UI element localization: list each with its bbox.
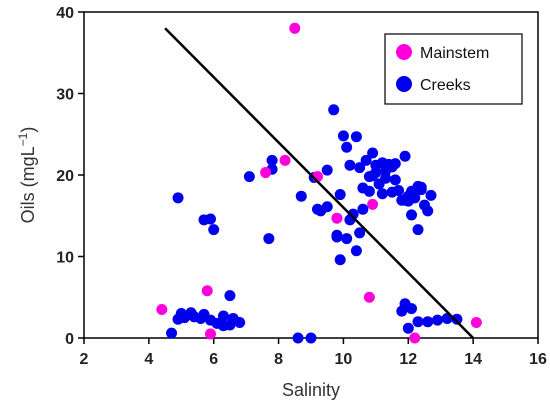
data-point-creeks — [350, 245, 362, 257]
data-point-creeks — [344, 159, 356, 171]
y-axis-title-base: Oils (mgL — [18, 146, 38, 223]
data-point-creeks — [357, 203, 369, 215]
y-axis-title-close: ) — [18, 127, 38, 133]
data-point-creeks — [234, 317, 246, 329]
x-tick-label: 14 — [464, 351, 482, 368]
data-point-mainstem — [367, 198, 379, 210]
data-point-creeks — [386, 161, 398, 173]
data-point-creeks — [166, 327, 178, 339]
data-point-creeks — [350, 131, 362, 143]
y-tick-label: 20 — [56, 168, 74, 185]
data-point-creeks — [425, 189, 437, 201]
legend-label-mainstem: Mainstem — [420, 45, 489, 62]
series-mainstem — [156, 22, 482, 344]
y-tick-label: 10 — [56, 250, 74, 267]
data-point-creeks — [341, 141, 353, 153]
data-point-mainstem — [409, 332, 421, 344]
data-point-creeks — [402, 322, 414, 334]
data-point-creeks — [393, 184, 405, 196]
data-point-creeks — [204, 213, 216, 225]
x-tick-label: 6 — [209, 351, 218, 368]
axis-ticks: 2 4 6 8 10 12 14 16 0 10 20 30 40 — [56, 5, 547, 368]
data-point-creeks — [389, 174, 401, 186]
data-point-creeks — [266, 154, 278, 166]
data-point-creeks — [311, 203, 323, 215]
data-point-creeks — [402, 190, 414, 202]
data-point-creeks — [354, 227, 366, 239]
legend-label-creeks: Creeks — [420, 77, 471, 94]
y-axis-title: Oils (mgL−1) — [16, 127, 38, 224]
data-point-creeks — [406, 209, 418, 221]
data-point-creeks — [217, 320, 229, 332]
trend-line — [164, 27, 475, 339]
data-point-mainstem — [204, 328, 216, 340]
x-tick-label: 10 — [335, 351, 353, 368]
y-tick-label: 40 — [56, 5, 74, 22]
data-point-creeks — [380, 172, 392, 184]
data-point-creeks — [354, 162, 366, 174]
x-tick-label: 4 — [144, 351, 153, 368]
data-point-creeks — [406, 303, 418, 315]
data-point-creeks — [337, 130, 349, 142]
data-point-mainstem — [201, 285, 213, 297]
data-point-creeks — [295, 190, 307, 202]
x-tick-label: 8 — [274, 351, 283, 368]
data-point-creeks — [422, 316, 434, 328]
data-point-mainstem — [470, 317, 482, 329]
data-point-mainstem — [331, 212, 343, 224]
data-point-creeks — [376, 157, 388, 169]
data-point-creeks — [360, 154, 372, 166]
data-point-creeks — [217, 310, 229, 322]
data-point-creeks — [431, 314, 443, 326]
data-point-mainstem — [260, 167, 272, 179]
data-point-creeks — [334, 189, 346, 201]
y-axis-title-superscript: −1 — [16, 132, 30, 146]
data-point-mainstem — [289, 22, 301, 34]
legend-swatch-mainstem — [396, 44, 412, 60]
data-point-creeks — [344, 214, 356, 226]
data-point-creeks — [208, 224, 220, 236]
data-point-creeks — [172, 192, 184, 204]
data-point-creeks — [367, 147, 379, 159]
data-point-creeks — [367, 170, 379, 182]
series-creeks — [166, 104, 463, 344]
data-point-creeks — [451, 313, 463, 325]
data-point-creeks — [292, 332, 304, 344]
y-tick-label: 30 — [56, 87, 74, 104]
x-tick-label: 12 — [399, 351, 417, 368]
data-point-creeks — [412, 224, 424, 236]
data-point-creeks — [415, 181, 427, 193]
data-point-creeks — [422, 205, 434, 217]
data-point-creeks — [188, 311, 200, 323]
legend-swatch-creeks — [396, 76, 412, 92]
x-tick-label: 2 — [80, 351, 89, 368]
data-point-creeks — [263, 233, 275, 245]
data-point-creeks — [334, 254, 346, 266]
x-axis-title: Salinity — [282, 380, 340, 400]
x-tick-label: 16 — [529, 351, 547, 368]
data-point-creeks — [412, 316, 424, 328]
legend: Mainstem Creeks — [384, 33, 523, 105]
y-tick-label: 0 — [65, 331, 74, 348]
data-point-creeks — [363, 185, 375, 197]
data-point-creeks — [328, 104, 340, 116]
data-point-creeks — [331, 231, 343, 243]
data-point-creeks — [321, 201, 333, 213]
data-point-creeks — [243, 171, 255, 183]
data-point-mainstem — [156, 303, 168, 315]
data-point-creeks — [399, 150, 411, 162]
data-point-mainstem — [363, 291, 375, 303]
data-point-creeks — [321, 164, 333, 176]
data-point-creeks — [305, 332, 317, 344]
data-point-creeks — [224, 290, 236, 302]
data-point-creeks — [376, 188, 388, 200]
data-point-creeks — [341, 233, 353, 245]
data-point-mainstem — [279, 154, 291, 166]
